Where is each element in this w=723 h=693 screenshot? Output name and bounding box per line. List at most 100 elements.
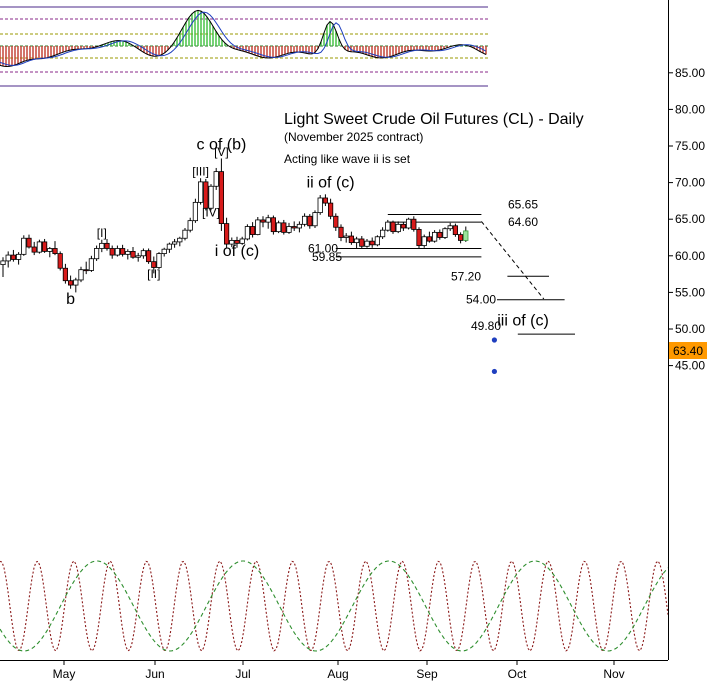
candle-body bbox=[426, 236, 433, 242]
candle bbox=[457, 232, 464, 244]
candle bbox=[130, 247, 136, 259]
month-label: Aug bbox=[327, 667, 348, 681]
candle bbox=[405, 217, 412, 230]
candle bbox=[348, 231, 355, 245]
candle bbox=[301, 213, 308, 227]
candle-body bbox=[182, 229, 188, 239]
candle bbox=[218, 158, 224, 231]
candle bbox=[447, 222, 453, 231]
candle bbox=[244, 224, 250, 241]
candle bbox=[166, 242, 172, 253]
cycle-dot bbox=[491, 368, 497, 375]
candle bbox=[359, 236, 365, 249]
candle bbox=[286, 222, 292, 234]
candle-body bbox=[369, 240, 375, 246]
candle bbox=[369, 237, 375, 248]
candle bbox=[135, 252, 141, 262]
candle bbox=[114, 245, 120, 257]
projection-line bbox=[481, 221, 545, 300]
candle-body bbox=[244, 226, 250, 240]
candle bbox=[109, 245, 115, 259]
candle-body bbox=[265, 217, 271, 223]
cycle-dot bbox=[491, 337, 497, 343]
candle-body bbox=[88, 258, 94, 271]
candle-body bbox=[249, 226, 256, 235]
candle-body bbox=[229, 240, 235, 245]
candle bbox=[249, 222, 256, 238]
candle bbox=[234, 236, 240, 248]
candle-body bbox=[348, 235, 355, 244]
price-tick-label: 65.00 bbox=[675, 212, 705, 226]
candle-body bbox=[218, 171, 224, 224]
candle-body bbox=[94, 248, 100, 260]
projection-path bbox=[481, 221, 545, 300]
month-label: Sep bbox=[416, 667, 438, 681]
candle bbox=[151, 256, 157, 274]
candle bbox=[385, 219, 391, 232]
candle bbox=[78, 266, 84, 283]
cycle-wave bbox=[0, 560, 669, 652]
wave-label: i of (c) bbox=[215, 243, 259, 260]
candle bbox=[21, 235, 27, 256]
candle-body bbox=[114, 248, 120, 256]
price-tick-label: 85.00 bbox=[675, 66, 705, 80]
candle-body bbox=[307, 215, 313, 227]
wave-labels: c of (b)[V] [III] [IV] [I] [II] b i of (c) ii o… bbox=[66, 137, 549, 330]
price-level-label: 65.65 bbox=[508, 197, 538, 211]
candle bbox=[275, 220, 282, 234]
candle bbox=[182, 227, 188, 241]
candle bbox=[291, 221, 297, 231]
candle bbox=[15, 252, 22, 265]
month-label: May bbox=[53, 667, 76, 681]
candle-body bbox=[390, 221, 396, 233]
candle-body bbox=[379, 229, 386, 238]
candle bbox=[88, 255, 94, 272]
candle-body bbox=[78, 269, 84, 281]
candle bbox=[125, 249, 131, 260]
wave-label: iii of (c) bbox=[497, 312, 549, 329]
candle-body bbox=[177, 237, 183, 243]
candle-body bbox=[135, 255, 141, 258]
cycle-waves bbox=[0, 337, 669, 652]
candle bbox=[322, 194, 329, 207]
candle-body bbox=[395, 223, 401, 233]
candle-body bbox=[301, 215, 308, 225]
candle-body bbox=[338, 226, 344, 238]
candle-body bbox=[42, 241, 48, 252]
candle-body bbox=[374, 236, 381, 246]
candle-body bbox=[312, 212, 318, 227]
candle bbox=[36, 239, 43, 254]
candle-body bbox=[213, 171, 219, 187]
candles bbox=[0, 158, 469, 293]
price-level: 54.00 bbox=[466, 293, 565, 307]
candle bbox=[94, 245, 100, 261]
candle-body bbox=[166, 243, 172, 250]
wave-label: b bbox=[66, 291, 75, 308]
candle-body bbox=[151, 261, 157, 268]
candle bbox=[197, 178, 204, 205]
candle-body bbox=[400, 223, 407, 229]
candle-body bbox=[83, 269, 89, 272]
candle bbox=[10, 249, 16, 262]
wave-label: c of (b) bbox=[197, 137, 247, 154]
candle bbox=[338, 224, 344, 242]
candle bbox=[140, 248, 146, 259]
candle bbox=[156, 252, 162, 269]
candle-body bbox=[26, 237, 32, 248]
candle-body bbox=[343, 235, 349, 238]
candle-body bbox=[197, 181, 204, 203]
candle-body bbox=[36, 241, 43, 253]
price-tick-label: 80.00 bbox=[675, 102, 705, 116]
candle bbox=[390, 220, 396, 234]
candle-body bbox=[385, 221, 391, 231]
candle bbox=[99, 239, 105, 253]
candle bbox=[83, 261, 89, 275]
candle-body bbox=[156, 253, 162, 268]
candle bbox=[120, 244, 126, 257]
candle bbox=[431, 230, 438, 243]
candle bbox=[47, 247, 53, 258]
candle bbox=[395, 221, 401, 234]
candle-body bbox=[452, 225, 459, 235]
candle-body bbox=[203, 181, 209, 209]
